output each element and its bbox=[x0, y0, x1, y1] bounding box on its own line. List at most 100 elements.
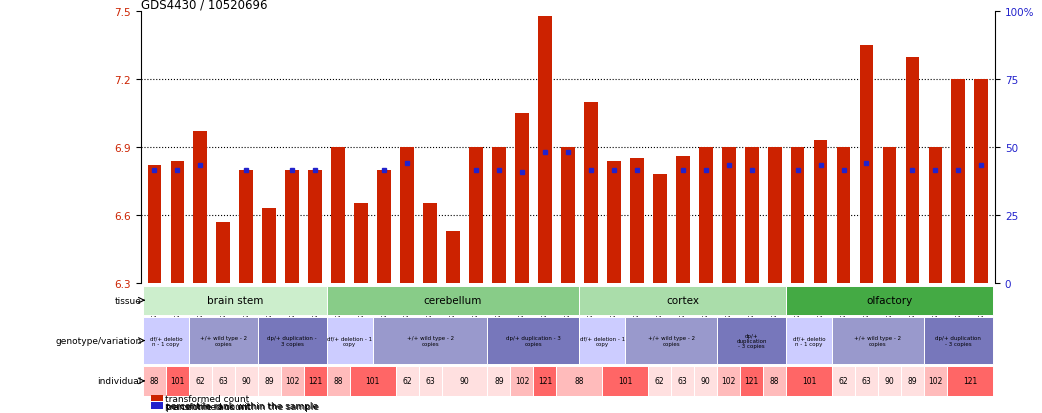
Text: 88: 88 bbox=[770, 377, 779, 385]
Bar bbox=[189, 366, 212, 396]
Bar bbox=[354, 204, 368, 283]
Bar bbox=[396, 366, 419, 396]
Bar bbox=[786, 286, 993, 315]
Text: dp/+ duplication -
3 copies: dp/+ duplication - 3 copies bbox=[268, 335, 317, 346]
Bar bbox=[538, 17, 552, 283]
Text: 121: 121 bbox=[308, 377, 322, 385]
Text: genotype/variation: genotype/variation bbox=[55, 336, 142, 345]
Bar bbox=[694, 366, 717, 396]
Bar bbox=[947, 366, 993, 396]
Bar bbox=[671, 366, 694, 396]
Bar bbox=[556, 366, 602, 396]
Text: 63: 63 bbox=[678, 377, 688, 385]
Bar bbox=[786, 318, 832, 364]
Bar bbox=[143, 366, 166, 396]
Bar bbox=[511, 366, 534, 396]
Bar bbox=[837, 147, 850, 283]
Bar bbox=[901, 366, 924, 396]
Bar bbox=[400, 147, 414, 283]
Bar bbox=[924, 366, 947, 396]
Bar bbox=[579, 286, 786, 315]
Text: 90: 90 bbox=[885, 377, 894, 385]
Bar bbox=[377, 170, 391, 283]
Bar bbox=[212, 366, 234, 396]
Bar bbox=[419, 366, 442, 396]
Text: olfactory: olfactory bbox=[866, 295, 913, 306]
Text: 102: 102 bbox=[286, 377, 299, 385]
Text: df/+ deletio
n - 1 copy: df/+ deletio n - 1 copy bbox=[793, 335, 825, 346]
Bar bbox=[722, 147, 736, 283]
Text: 101: 101 bbox=[618, 377, 632, 385]
Text: dp/+ duplication
- 3 copies: dp/+ duplication - 3 copies bbox=[936, 335, 982, 346]
Text: 62: 62 bbox=[655, 377, 665, 385]
Bar bbox=[350, 366, 396, 396]
Bar bbox=[194, 132, 207, 283]
Text: 88: 88 bbox=[150, 377, 159, 385]
Bar bbox=[148, 166, 162, 283]
Text: 102: 102 bbox=[515, 377, 529, 385]
Bar bbox=[905, 57, 919, 283]
Text: 102: 102 bbox=[721, 377, 736, 385]
Bar bbox=[855, 366, 878, 396]
Text: 62: 62 bbox=[196, 377, 205, 385]
Text: df/+ deletion - 1
copy: df/+ deletion - 1 copy bbox=[579, 335, 625, 346]
Text: 90: 90 bbox=[242, 377, 251, 385]
Text: 63: 63 bbox=[862, 377, 871, 385]
Text: 101: 101 bbox=[366, 377, 380, 385]
Text: +/+ wild type - 2
copies: +/+ wild type - 2 copies bbox=[406, 335, 453, 346]
Text: percentile rank within the sample: percentile rank within the sample bbox=[165, 401, 318, 410]
Text: 89: 89 bbox=[908, 377, 917, 385]
Bar bbox=[280, 366, 304, 396]
Text: 101: 101 bbox=[170, 377, 184, 385]
Text: brain stem: brain stem bbox=[206, 295, 263, 306]
Bar bbox=[143, 286, 327, 315]
Bar bbox=[579, 318, 625, 364]
Bar bbox=[327, 366, 350, 396]
Bar bbox=[763, 366, 786, 396]
Bar bbox=[974, 80, 988, 283]
Bar bbox=[304, 366, 327, 396]
Bar bbox=[625, 318, 717, 364]
Bar bbox=[561, 147, 575, 283]
Text: 62: 62 bbox=[839, 377, 848, 385]
Text: 102: 102 bbox=[928, 377, 943, 385]
Text: dp/+ duplication - 3
copies: dp/+ duplication - 3 copies bbox=[506, 335, 561, 346]
Bar bbox=[240, 170, 253, 283]
Bar bbox=[883, 147, 896, 283]
Bar bbox=[791, 147, 804, 283]
Text: percentile rank within the sample: percentile rank within the sample bbox=[166, 402, 319, 411]
Bar bbox=[515, 114, 529, 283]
Bar bbox=[584, 102, 598, 283]
Text: +/+ wild type - 2
copies: +/+ wild type - 2 copies bbox=[200, 335, 247, 346]
Bar bbox=[928, 147, 942, 283]
Bar bbox=[630, 159, 644, 283]
Bar bbox=[488, 318, 579, 364]
Bar bbox=[331, 147, 345, 283]
Text: 101: 101 bbox=[802, 377, 816, 385]
Text: individual: individual bbox=[97, 377, 142, 385]
Bar bbox=[217, 222, 230, 283]
Text: +/+ wild type - 2
copies: +/+ wild type - 2 copies bbox=[854, 335, 901, 346]
Bar bbox=[373, 318, 488, 364]
Bar bbox=[257, 366, 280, 396]
Text: cerebellum: cerebellum bbox=[424, 295, 482, 306]
Bar bbox=[189, 318, 257, 364]
Text: df/+ deletio
n - 1 copy: df/+ deletio n - 1 copy bbox=[150, 335, 182, 346]
Bar bbox=[832, 318, 924, 364]
Text: 121: 121 bbox=[963, 377, 977, 385]
Bar bbox=[446, 231, 460, 283]
Bar bbox=[327, 286, 579, 315]
Bar bbox=[602, 366, 648, 396]
Text: 121: 121 bbox=[538, 377, 552, 385]
Bar bbox=[234, 366, 257, 396]
Bar bbox=[286, 170, 299, 283]
Bar bbox=[786, 366, 832, 396]
Text: df/+ deletion - 1
copy: df/+ deletion - 1 copy bbox=[327, 335, 372, 346]
Bar bbox=[653, 175, 667, 283]
Text: 90: 90 bbox=[460, 377, 469, 385]
Text: tissue: tissue bbox=[115, 296, 142, 305]
Bar bbox=[469, 147, 482, 283]
Bar bbox=[648, 366, 671, 396]
Bar bbox=[534, 366, 556, 396]
Bar bbox=[768, 147, 782, 283]
